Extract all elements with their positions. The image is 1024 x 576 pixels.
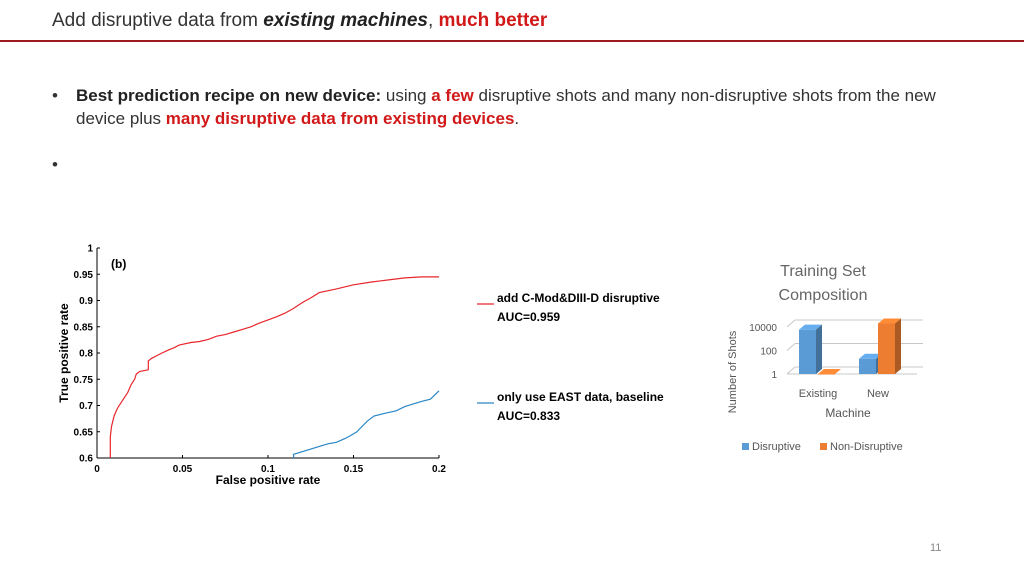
y-tick-label: 0.9 bbox=[79, 296, 93, 307]
bullet-text-3: . bbox=[514, 109, 520, 128]
bar-existing-disruptive-side bbox=[816, 324, 822, 374]
x-tick-label: 0.05 bbox=[173, 464, 193, 475]
title-rule bbox=[0, 40, 1024, 42]
y-tick-label: 100 bbox=[760, 347, 777, 358]
bullet-red-1: a few bbox=[431, 86, 474, 105]
bullet-red-2: many disruptive data from existing devic… bbox=[165, 109, 515, 128]
legend-label-disruptive: Disruptive bbox=[752, 441, 801, 453]
title-comma: , bbox=[427, 10, 439, 31]
y-tick-label: 0.7 bbox=[79, 401, 93, 412]
bullet-text-2: disruptive shots and many non-disruptive… bbox=[76, 86, 936, 128]
legend-auc-series-1: AUC=0.959 bbox=[497, 310, 560, 324]
x-tick-label: 0 bbox=[94, 464, 100, 475]
bar-new-disruptive-top bbox=[859, 353, 882, 359]
y-tick-label: 0.65 bbox=[74, 427, 94, 438]
bar-existing-disruptive-top bbox=[799, 324, 822, 330]
y-tick-label: 1 bbox=[87, 244, 93, 255]
title-plain: Add disruptive data from bbox=[52, 10, 264, 31]
roc-line-series-2 bbox=[293, 390, 440, 458]
bullet-dot: • bbox=[52, 86, 58, 105]
page-number: 11 bbox=[930, 542, 942, 554]
bullet-text-1: using bbox=[381, 86, 432, 105]
y-tick-label: 0.75 bbox=[74, 375, 94, 386]
legend-label-non-disruptive: Non-Disruptive bbox=[830, 441, 903, 453]
bar-new-disruptive-front bbox=[859, 358, 876, 374]
chart-title-line-2: Composition bbox=[779, 287, 868, 304]
bullet-dot: • bbox=[52, 155, 58, 174]
x-category-label: New bbox=[867, 388, 889, 400]
legend-name-series-1: add C-Mod&DIII-D disruptive bbox=[497, 291, 660, 305]
bar-new-non-disruptive-top bbox=[878, 318, 901, 324]
y-axis-title: True positive rate bbox=[57, 303, 71, 403]
y-tick-label: 0.85 bbox=[74, 322, 94, 333]
bullet-bold-lead: Best prediction recipe on new device: bbox=[76, 86, 382, 105]
y-tick-label: 1 bbox=[771, 370, 777, 381]
x-axis-title: False positive rate bbox=[216, 473, 321, 487]
x-tick-label: 0.15 bbox=[344, 464, 364, 475]
bar-new-non-disruptive-side bbox=[895, 318, 901, 374]
title-highlight: much better bbox=[438, 10, 548, 31]
grid-diagonal bbox=[786, 366, 796, 375]
y-axis-title: Number of Shots bbox=[727, 330, 739, 413]
grid-diagonal bbox=[786, 343, 796, 351]
legend-name-series-2: only use EAST data, baseline bbox=[497, 390, 664, 404]
y-tick-label: 0.95 bbox=[74, 270, 94, 281]
y-tick-label: 0.8 bbox=[79, 349, 93, 360]
legend-swatch-non-disruptive bbox=[820, 443, 827, 450]
bar-existing-non-disruptive-front bbox=[818, 374, 835, 375]
bullet-recipe: • Best prediction recipe on new device: … bbox=[52, 84, 956, 130]
bar-new-non-disruptive-front bbox=[878, 323, 895, 374]
x-tick-label: 0.2 bbox=[432, 464, 446, 475]
legend-swatch-disruptive bbox=[742, 443, 749, 450]
slide-title: Add disruptive data from existing machin… bbox=[52, 10, 547, 32]
title-emphasis: existing machines bbox=[263, 10, 428, 31]
grid-diagonal bbox=[786, 319, 796, 328]
chart-title-line-1: Training Set bbox=[780, 263, 866, 280]
x-tick-label: 0.1 bbox=[261, 464, 275, 475]
x-axis-title: Machine bbox=[825, 406, 871, 420]
roc-line-series-1 bbox=[109, 276, 439, 458]
x-category-label: Existing bbox=[799, 388, 838, 400]
panel-label: (b) bbox=[111, 257, 126, 271]
legend-auc-series-2: AUC=0.833 bbox=[497, 409, 560, 423]
bar-existing-disruptive-front bbox=[799, 329, 816, 374]
bar-existing-non-disruptive-top bbox=[818, 369, 841, 374]
y-tick-label: 10000 bbox=[749, 323, 777, 334]
y-tick-label: 0.6 bbox=[79, 454, 93, 465]
